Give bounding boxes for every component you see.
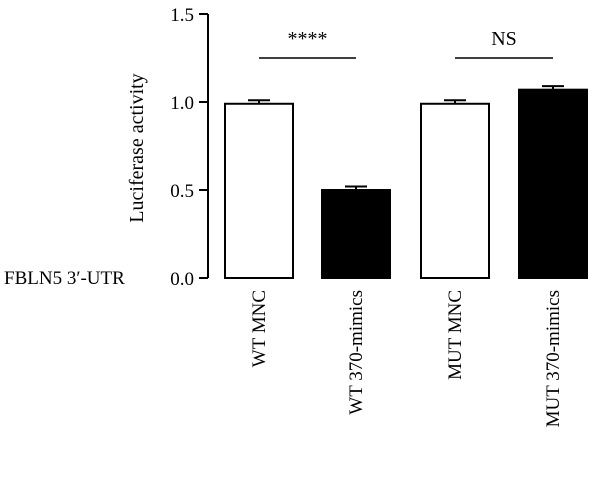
bar [518, 88, 588, 280]
y-axis: 0.0 0.5 1.0 1.5 [170, 5, 209, 290]
x-category-label: WT MNC [249, 290, 270, 367]
bars-group [224, 85, 588, 280]
y-tick-label: 1.0 [170, 93, 194, 114]
significance-group: **** NS [259, 28, 553, 59]
bar [321, 189, 391, 279]
y-tick-label: 0.0 [170, 269, 194, 290]
y-tick-label: 1.5 [170, 5, 194, 26]
y-axis-title: Luciferase activity [126, 73, 148, 222]
y-tick-label: 0.5 [170, 181, 194, 202]
bar [420, 102, 490, 280]
row-label: FBLN5 3′-UTR [4, 268, 125, 289]
x-category-label: MUT MNC [445, 290, 466, 380]
x-category-label: MUT 370-mimics [543, 290, 564, 427]
x-category-label: WT 370-mimics [346, 290, 367, 415]
bar [224, 102, 294, 280]
significance-label: **** [288, 28, 328, 50]
x-labels-group: WT MNC WT 370-mimics MUT MNC MUT 370-mimics [249, 290, 564, 427]
significance-label: NS [491, 28, 517, 50]
